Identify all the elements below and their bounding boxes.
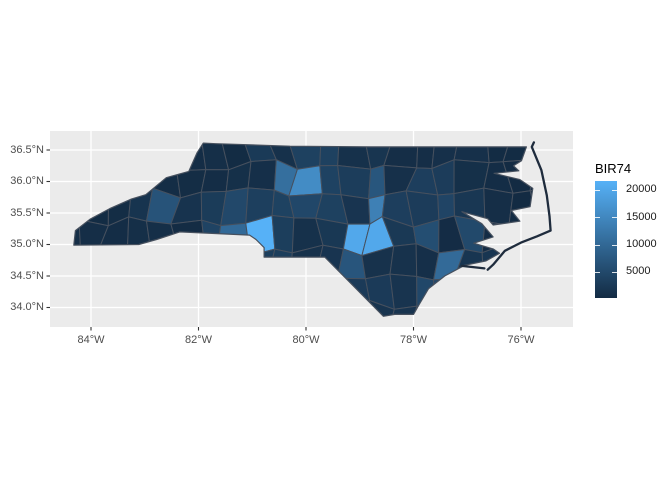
legend-colorbar-tick bbox=[595, 244, 600, 246]
legend-tick-label: 20000 bbox=[626, 183, 657, 196]
county-shape bbox=[389, 243, 418, 277]
state-outline bbox=[73, 142, 534, 317]
legend-colorbar-tick bbox=[612, 217, 617, 219]
x-axis-tick-label: 80°W bbox=[292, 334, 320, 346]
legend-tick-label: 15000 bbox=[626, 210, 657, 223]
legend-colorbar-tick bbox=[612, 244, 617, 246]
county-shape bbox=[200, 169, 230, 193]
x-axis-tick-label: 76°W bbox=[507, 334, 535, 346]
county-shape bbox=[247, 159, 277, 191]
legend-colorbar-tick bbox=[612, 271, 617, 273]
legend-colorbar bbox=[595, 181, 617, 298]
legend-title: BIR74 bbox=[595, 161, 632, 176]
legend-tick-label: 5000 bbox=[626, 265, 651, 278]
y-axis-tick-label: 36.0°N bbox=[10, 175, 44, 187]
outer-banks-shoreline bbox=[460, 264, 486, 270]
county-shape bbox=[337, 165, 372, 200]
x-axis-tick-label: 84°W bbox=[77, 334, 105, 346]
legend-colorbar-tick bbox=[612, 189, 617, 191]
outer-banks-shoreline bbox=[486, 141, 552, 271]
y-axis-tick-label: 35.5°N bbox=[10, 206, 44, 219]
x-axis-tick-label: 78°W bbox=[399, 334, 428, 346]
county-shape bbox=[368, 164, 386, 200]
legend-colorbar-tick bbox=[595, 217, 600, 219]
legend-colorbar-tick bbox=[595, 271, 600, 273]
county-shape bbox=[437, 193, 455, 221]
county-shape bbox=[388, 305, 418, 317]
county-shape bbox=[271, 215, 295, 254]
legend-tick-label: 10000 bbox=[626, 238, 657, 250]
legend: BIR74 20000 15000 10000 5000 bbox=[595, 161, 672, 321]
county-shape bbox=[389, 273, 418, 310]
y-axis-tick-label: 34.5°N bbox=[10, 269, 44, 282]
y-axis-tick-label: 36.5°N bbox=[10, 143, 44, 156]
x-axis-tick-label: 82°W bbox=[184, 334, 213, 346]
legend-colorbar-tick bbox=[595, 189, 600, 191]
y-axis-tick-label: 34.0°N bbox=[10, 301, 44, 313]
y-axis-tick-label: 35.0°N bbox=[10, 238, 44, 250]
